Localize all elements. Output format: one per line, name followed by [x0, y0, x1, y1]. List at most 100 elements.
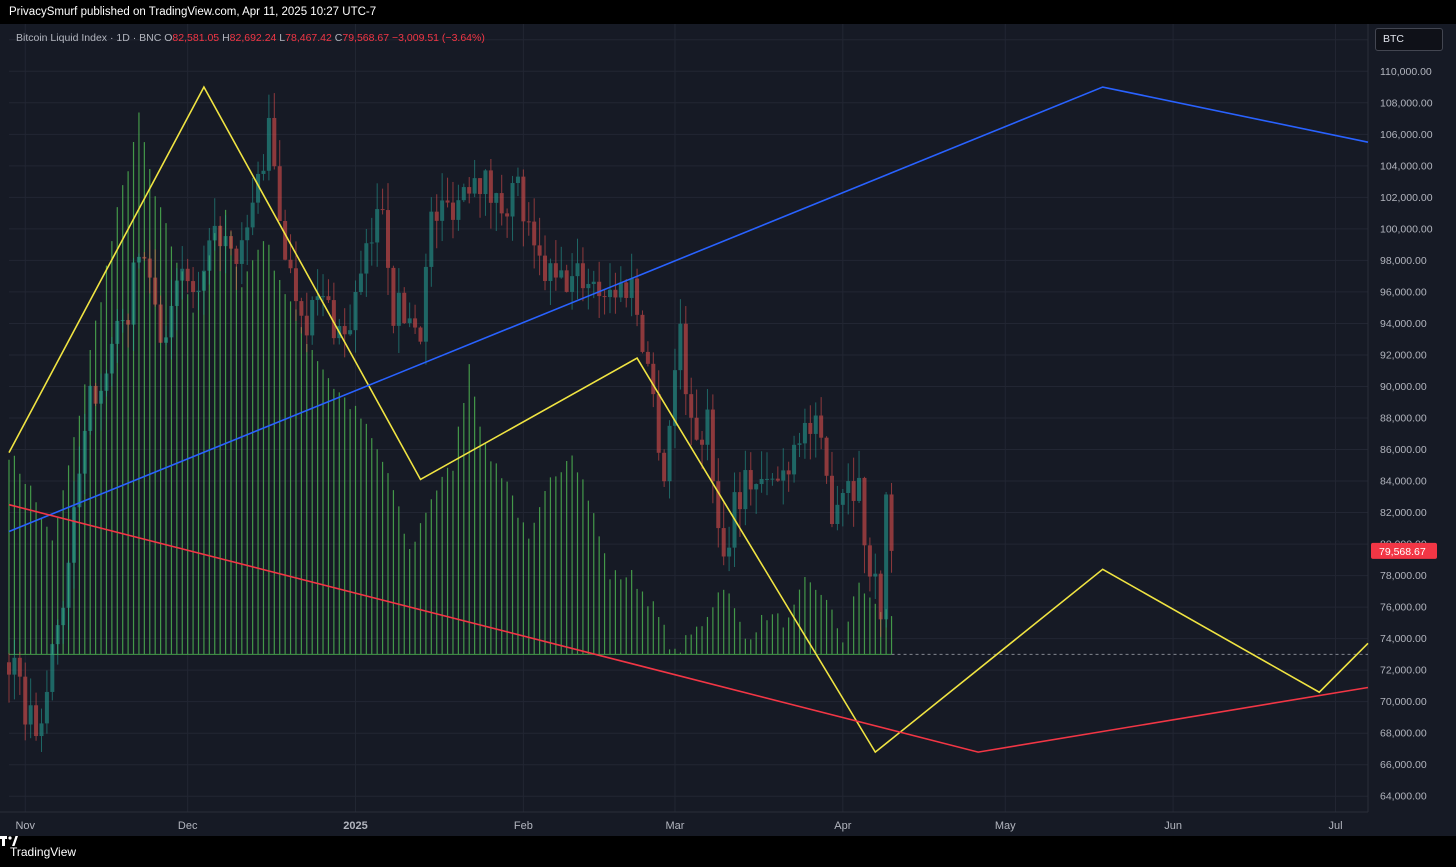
candle-body: [126, 320, 131, 325]
candle-body: [44, 691, 49, 724]
brand-name: TradingView: [10, 844, 77, 859]
y-tick-label: 72,000.00: [1380, 665, 1427, 677]
candle-body: [380, 209, 385, 211]
close-label: C: [334, 32, 343, 44]
candle-body: [521, 176, 526, 222]
candle-body: [797, 443, 802, 445]
candle-body: [840, 493, 845, 505]
price-chart[interactable]: 64,000.00 66,000.00 68,000.00 70,000.00 72,0…: [0, 24, 1456, 836]
candle-body: [369, 242, 374, 244]
candle-body: [413, 318, 418, 328]
tradingview-logo-icon: [0, 836, 18, 846]
candle-body: [396, 292, 401, 326]
candle-body: [310, 300, 315, 336]
candle-body: [147, 258, 152, 278]
symbol-info: Bitcoin Liquid Index · 1D · BNC: [16, 32, 162, 44]
y-tick-label: 74,000.00: [1380, 633, 1427, 645]
candle-body: [104, 373, 109, 391]
candle-body: [93, 385, 98, 404]
candle-body: [721, 528, 726, 557]
candle-body: [136, 256, 141, 263]
candle-body: [418, 327, 423, 342]
candle-body: [505, 213, 510, 217]
candle-body: [667, 425, 672, 482]
candle-body: [705, 409, 710, 445]
candle-body: [478, 178, 483, 195]
candle-body: [61, 607, 66, 626]
candle-body: [88, 385, 93, 431]
x-tick-label: 2025: [343, 820, 367, 832]
candle-body: [450, 202, 455, 220]
candle-body: [71, 507, 76, 563]
candle-body: [580, 263, 585, 289]
candle-body: [672, 370, 677, 426]
candle-body: [153, 277, 158, 305]
candle-body: [99, 390, 104, 404]
candle-body: [315, 296, 320, 301]
candle-body: [261, 170, 266, 174]
candle-body: [293, 268, 298, 302]
candle-body: [759, 478, 764, 485]
candle-body: [792, 444, 797, 475]
y-tick-label: 106,000.00: [1380, 129, 1433, 141]
candle-body: [321, 296, 326, 298]
candle-body: [819, 415, 824, 438]
open-value: 82,581.05: [172, 32, 220, 44]
candle-body: [358, 273, 363, 292]
x-tick-label: Nov: [15, 820, 35, 832]
candle-body: [386, 210, 391, 268]
candle-body: [678, 323, 683, 371]
y-tick-label: 86,000.00: [1380, 444, 1427, 456]
candle-body: [808, 422, 813, 434]
candle-body: [174, 280, 179, 306]
candle-body: [28, 705, 33, 725]
candle-body: [586, 283, 591, 289]
candle-body: [537, 245, 542, 256]
y-tick-label: 98,000.00: [1380, 255, 1427, 267]
candle-body: [196, 290, 201, 293]
y-tick-label: 104,000.00: [1380, 160, 1433, 172]
candle-body: [39, 723, 44, 737]
candle-body: [564, 270, 569, 292]
candle-body: [824, 437, 829, 476]
y-tick-label: 100,000.00: [1380, 223, 1433, 235]
candle-body: [765, 478, 770, 480]
candle-body: [645, 351, 650, 364]
candle-body: [716, 481, 721, 529]
candle-body: [624, 282, 629, 298]
candle-body: [288, 259, 293, 269]
candle-body: [207, 240, 212, 271]
candle-body: [683, 323, 688, 395]
candle-body: [239, 240, 244, 264]
histogram-series: [8, 112, 1368, 655]
candle-body: [662, 452, 667, 482]
candle-body: [228, 236, 233, 249]
y-tick-label: 108,000.00: [1380, 97, 1433, 109]
grid: [9, 24, 1368, 812]
candle-body: [607, 289, 612, 298]
symbol-button[interactable]: BTC: [1375, 28, 1443, 51]
candle-body: [786, 470, 791, 475]
candle-body: [878, 573, 883, 620]
x-tick-label: Mar: [665, 820, 684, 832]
candle-body: [835, 504, 840, 525]
candle-body: [781, 470, 786, 481]
candle-body: [700, 439, 705, 445]
y-tick-label: 102,000.00: [1380, 192, 1433, 204]
candle-body: [169, 305, 174, 338]
footer-bar: TradingView: [0, 836, 1456, 867]
y-tick-label: 78,000.00: [1380, 570, 1427, 582]
y-tick-label: 68,000.00: [1380, 728, 1427, 740]
candle-body: [218, 225, 223, 247]
chart-area[interactable]: 64,000.00 66,000.00 68,000.00 70,000.00 72,0…: [0, 24, 1456, 836]
candle-body: [142, 256, 147, 259]
candle-body: [304, 315, 309, 336]
candle-body: [434, 211, 439, 221]
open-label: O: [164, 32, 173, 44]
candle-body: [694, 417, 699, 440]
candle-body: [326, 296, 331, 301]
last-price-label: 79,568.67: [1379, 546, 1426, 558]
candle-body: [851, 481, 856, 501]
y-tick-label: 92,000.00: [1380, 349, 1427, 361]
candle-body: [77, 473, 82, 508]
